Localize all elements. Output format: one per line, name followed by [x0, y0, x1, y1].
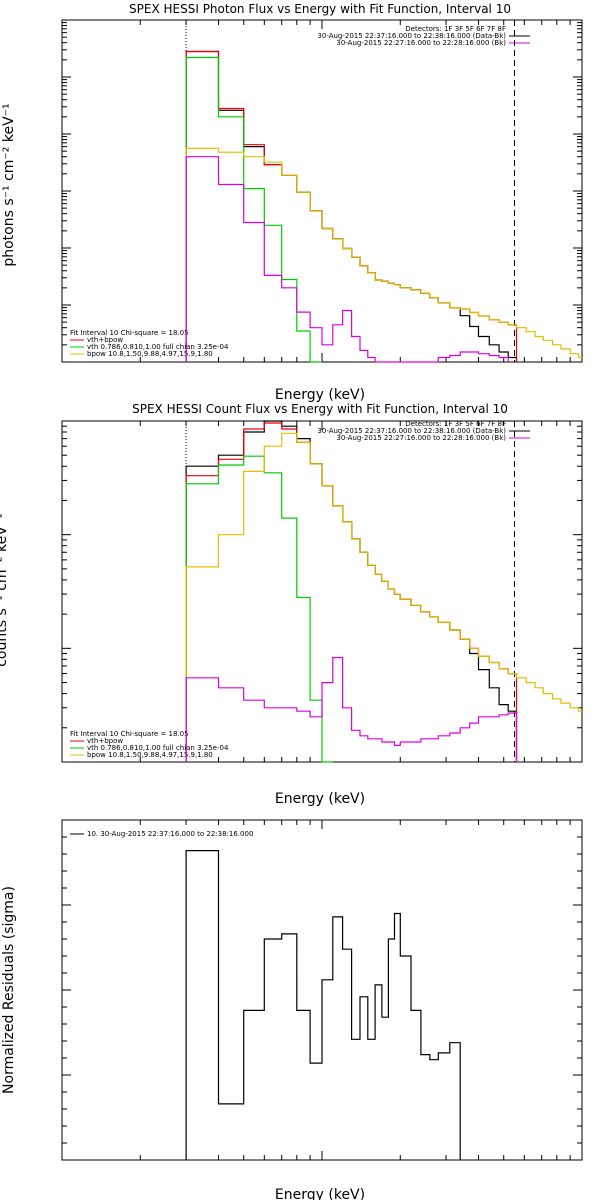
- legend-bpow: bpow 10.8,1.50,9.88,4.97,15.9,1.80: [87, 751, 213, 759]
- legend-vth: vth 0.786,0.810,1.00 full chian 3.25e-04: [87, 343, 229, 351]
- fit-interval-info: Fit Interval 10 Chi-square = 18.05: [70, 329, 189, 337]
- data-interval-info: 30-Aug-2015 22:37:16.000 to 22:38:16.000…: [317, 427, 506, 435]
- legend-vth-bpow: vth+bpow: [87, 737, 123, 745]
- series-line-4: [185, 156, 509, 363]
- y-axis-label: photons s⁻¹ cm⁻² keV⁻¹: [1, 103, 17, 266]
- chart-title: SPEX HESSI Count Flux vs Energy with Fit…: [132, 402, 508, 416]
- series-line-2: [185, 455, 333, 763]
- detectors-info: Detectors: 1F 3F 5F 6F 7F 8F: [405, 25, 506, 33]
- fit-interval-info: Fit Interval 10 Chi-square = 18.05: [70, 730, 189, 738]
- y-axis-label: counts s⁻¹ cm⁻² keV⁻¹: [0, 513, 10, 667]
- x-axis-label: Energy (keV): [275, 791, 365, 807]
- residuals-chart: Energy (keV) Normalized Residuals (sigma…: [1, 819, 583, 1200]
- legend-vth: vth 0.786,0.810,1.00 full chian 3.25e-04: [87, 744, 229, 752]
- background-interval-info: 30-Aug-2015 22:27:16.000 to 22:28:16.000…: [336, 434, 506, 442]
- count-flux-chart: SPEX HESSI Count Flux vs Energy with Fit…: [0, 402, 583, 807]
- series-line-0: [185, 850, 461, 1160]
- legend-bpow: bpow 10.8,1.50,9.88,4.97,15.9,1.80: [87, 350, 213, 358]
- chart-title: SPEX HESSI Photon Flux vs Energy with Fi…: [129, 2, 511, 16]
- x-axis-label: Energy (keV): [275, 387, 365, 403]
- legend-interval: 10. 30-Aug-2015 22:37:16.000 to 22:38:16…: [87, 830, 253, 838]
- data-interval-info: 30-Aug-2015 22:37:16.000 to 22:38:16.000…: [317, 32, 506, 40]
- y-axis-label: Normalized Residuals (sigma): [1, 886, 17, 1094]
- x-axis-label: Energy (keV): [275, 1187, 365, 1200]
- detectors-info: Detectors: 1F 3F 5F 6F 7F 8F: [405, 420, 506, 428]
- photon-flux-chart: SPEX HESSI Photon Flux vs Energy with Fi…: [1, 2, 583, 403]
- series-line-2: [185, 56, 322, 363]
- legend-vth-bpow: vth+bpow: [87, 336, 123, 344]
- plot-frame: [61, 19, 583, 363]
- series-line-4: [185, 656, 518, 762]
- series-line-3: [185, 147, 582, 362]
- background-interval-info: 30-Aug-2015 22:27:16.000 to 22:28:16.000…: [336, 39, 506, 47]
- series-line-3: [185, 432, 582, 762]
